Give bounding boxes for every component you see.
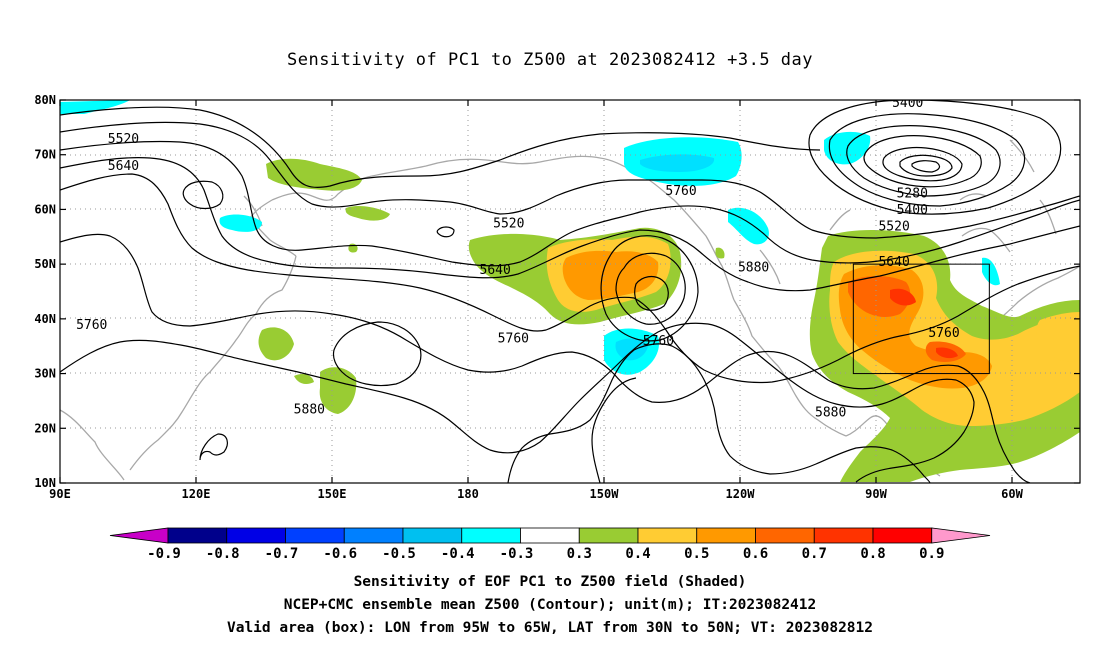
contour-labels: 5520 5640 5760 5880 5520 5640 5760 5760 5760 5880… <box>76 96 960 420</box>
lon-tick-label: 150W <box>590 487 620 501</box>
contour-label: 5520 <box>878 219 909 234</box>
lon-tick-label: 120W <box>726 487 756 501</box>
colorbar-max-arrow <box>931 527 991 544</box>
contour-label: 5640 <box>108 159 139 174</box>
colorbar-label: -0.9 <box>147 546 181 562</box>
contour-label-text: 5520 <box>878 219 909 234</box>
colorbar-segment <box>578 527 639 544</box>
contour-label: 5880 <box>294 403 325 418</box>
latitude-axis: 80N 70N 60N 50N 40N 30N 20N 10N <box>34 93 1080 490</box>
contour-label: 5520 <box>493 217 524 232</box>
contour-label: 5760 <box>665 184 696 199</box>
longitude-axis: 90E 120E 150E 180 150W 120W 90W 60W <box>49 100 1024 501</box>
colorbar-label: -0.6 <box>323 546 357 562</box>
contour-label-text: 5640 <box>480 263 511 278</box>
colorbar-segment <box>813 527 874 544</box>
contour-label-text: 5880 <box>815 405 846 420</box>
colorbar-segment <box>755 527 815 544</box>
lon-tick-label: 90W <box>865 487 887 501</box>
colorbar-segment <box>402 527 463 544</box>
contour-label: 5760 <box>76 318 107 333</box>
colorbar-label: 0.9 <box>919 546 944 562</box>
contour-label-text: 5880 <box>294 403 325 418</box>
map-frame <box>59 99 1081 484</box>
map-title: Sensitivity of PC1 to Z500 at 2023082412… <box>286 50 813 70</box>
lat-tick-label: 70N <box>34 148 56 162</box>
colorbar-label: 0.4 <box>625 546 650 562</box>
colorbar-segment <box>872 527 933 544</box>
lat-tick-label: 40N <box>34 312 56 326</box>
lon-tick-label: 180 <box>457 487 479 501</box>
colorbar-segment <box>520 527 580 544</box>
contour-label-text: 5400 <box>897 203 928 218</box>
lon-tick-label: 150E <box>318 487 347 501</box>
contour-label-text: 5520 <box>493 217 524 232</box>
lat-tick-label: 60N <box>34 202 56 216</box>
colorbar-label: 0.8 <box>860 546 885 562</box>
contour-label: 5400 <box>897 203 928 218</box>
lon-tick-label: 120E <box>182 487 211 501</box>
contour-label-text: 5760 <box>643 334 674 349</box>
contour-label-text: 5760 <box>665 184 696 199</box>
contour-label: 5400 <box>892 96 923 111</box>
contour-label: 5880 <box>738 260 769 275</box>
colorbar-label: -0.4 <box>441 546 475 562</box>
contour-label-text: 5280 <box>897 187 928 202</box>
sensitivity-shading <box>60 100 1080 482</box>
colorbar: -0.9 -0.8 -0.7 -0.6 -0.5 -0.4 -0.3 0.3 0.4 0.5 0.6… <box>109 527 991 562</box>
valid-area-box <box>852 263 990 375</box>
contour-label: 5760 <box>498 332 529 347</box>
contour-label: 5760 <box>928 326 959 341</box>
contour-label: 5880 <box>815 405 846 420</box>
lat-tick-label: 50N <box>34 257 56 271</box>
lon-tick-label: 90E <box>49 487 71 501</box>
colorbar-segment <box>285 527 345 544</box>
caption-line-1: Sensitivity of EOF PC1 to Z500 field (Sh… <box>353 574 747 590</box>
contour-label-text: 5880 <box>738 260 769 275</box>
contour-label: 5640 <box>878 255 909 270</box>
colorbar-label: -0.3 <box>500 546 534 562</box>
lat-tick-label: 10N <box>34 476 56 490</box>
contour-label-text: 5400 <box>892 96 923 111</box>
colorbar-label: -0.5 <box>382 546 416 562</box>
caption-line-2: NCEP+CMC ensemble mean Z500 (Contour); u… <box>283 597 817 613</box>
contour-label-text: 5640 <box>108 159 139 174</box>
lat-tick-label: 20N <box>34 421 56 435</box>
contour-label-text: 5520 <box>108 132 139 147</box>
colorbar-segment <box>226 527 286 544</box>
colorbar-label: -0.8 <box>206 546 240 562</box>
contour-label-text: 5760 <box>76 318 107 333</box>
lon-tick-label: 60W <box>1001 487 1023 501</box>
colorbar-segment <box>696 527 756 544</box>
contour-label: 5640 <box>480 263 511 278</box>
contour-label: 5280 <box>897 187 928 202</box>
contour-label-text: 5760 <box>498 332 529 347</box>
colorbar-segment <box>637 527 698 544</box>
colorbar-label: 0.5 <box>684 546 709 562</box>
contour-label: 5760 <box>643 334 674 349</box>
contour-label-text: 5640 <box>878 255 909 270</box>
colorbar-segment <box>167 527 228 544</box>
colorbar-segment <box>461 527 521 544</box>
colorbar-min-arrow <box>109 527 169 544</box>
colorbar-segment <box>343 527 404 544</box>
colorbar-label: -0.7 <box>265 546 299 562</box>
contour-label: 5520 <box>108 132 139 147</box>
colorbar-label: 0.3 <box>567 546 592 562</box>
colorbar-label: 0.7 <box>802 546 827 562</box>
contour-label-text: 5760 <box>928 326 959 341</box>
colorbar-label: 0.6 <box>743 546 768 562</box>
lat-tick-label: 80N <box>34 93 56 107</box>
caption-line-3: Valid area (box): LON from 95W to 65W, L… <box>226 620 873 636</box>
lat-tick-label: 30N <box>34 367 56 381</box>
